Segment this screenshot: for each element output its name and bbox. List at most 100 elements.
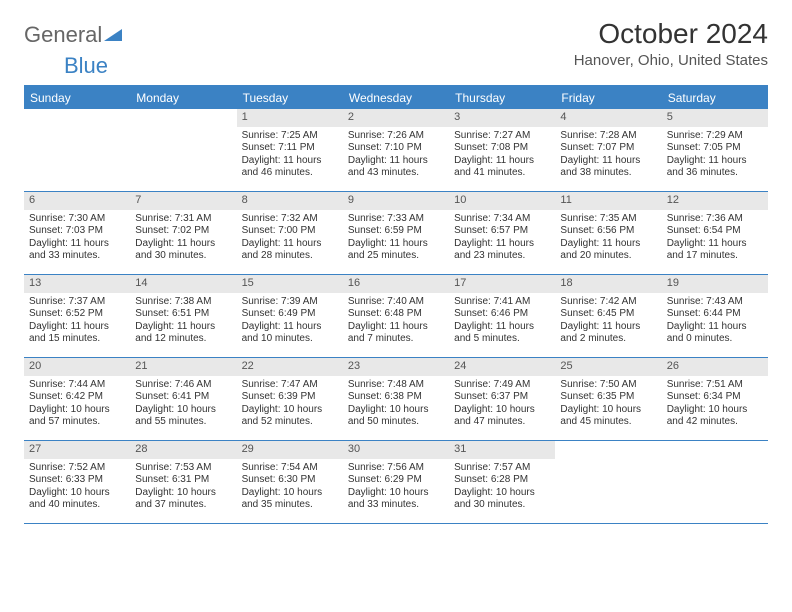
- sunset-text: Sunset: 6:46 PM: [454, 308, 550, 321]
- daylight-text: Daylight: 10 hours: [29, 487, 125, 500]
- daylight-text: and 33 minutes.: [29, 250, 125, 263]
- day-cell: 15Sunrise: 7:39 AMSunset: 6:49 PMDayligh…: [237, 275, 343, 357]
- day-number: 4: [555, 109, 661, 127]
- day-cell: 4Sunrise: 7:28 AMSunset: 7:07 PMDaylight…: [555, 109, 661, 191]
- sunset-text: Sunset: 6:42 PM: [29, 391, 125, 404]
- sunset-text: Sunset: 7:10 PM: [348, 142, 444, 155]
- sunrise-text: Sunrise: 7:30 AM: [29, 213, 125, 226]
- daylight-text: and 25 minutes.: [348, 250, 444, 263]
- daylight-text: Daylight: 11 hours: [560, 155, 656, 168]
- day-cell: 1Sunrise: 7:25 AMSunset: 7:11 PMDaylight…: [237, 109, 343, 191]
- day-number: 21: [130, 358, 236, 376]
- sunrise-text: Sunrise: 7:47 AM: [242, 379, 338, 392]
- week-row: 1Sunrise: 7:25 AMSunset: 7:11 PMDaylight…: [24, 109, 768, 192]
- daylight-text: Daylight: 11 hours: [135, 238, 231, 251]
- day-header: Thursday: [449, 87, 555, 109]
- day-number: 18: [555, 275, 661, 293]
- logo-text-1: General: [24, 22, 102, 48]
- sunrise-text: Sunrise: 7:34 AM: [454, 213, 550, 226]
- daylight-text: Daylight: 11 hours: [667, 238, 763, 251]
- sunset-text: Sunset: 6:41 PM: [135, 391, 231, 404]
- daylight-text: and 10 minutes.: [242, 333, 338, 346]
- daylight-text: Daylight: 11 hours: [29, 321, 125, 334]
- empty-cell: [130, 109, 236, 191]
- daylight-text: Daylight: 11 hours: [348, 321, 444, 334]
- daylight-text: and 23 minutes.: [454, 250, 550, 263]
- daylight-text: Daylight: 11 hours: [667, 155, 763, 168]
- day-cell: 23Sunrise: 7:48 AMSunset: 6:38 PMDayligh…: [343, 358, 449, 440]
- sunset-text: Sunset: 6:48 PM: [348, 308, 444, 321]
- daylight-text: and 5 minutes.: [454, 333, 550, 346]
- sunset-text: Sunset: 7:11 PM: [242, 142, 338, 155]
- daylight-text: and 30 minutes.: [454, 499, 550, 512]
- day-number: 10: [449, 192, 555, 210]
- daylight-text: Daylight: 11 hours: [454, 321, 550, 334]
- daylight-text: and 41 minutes.: [454, 167, 550, 180]
- day-cell: 26Sunrise: 7:51 AMSunset: 6:34 PMDayligh…: [662, 358, 768, 440]
- day-number: 16: [343, 275, 449, 293]
- daylight-text: and 40 minutes.: [29, 499, 125, 512]
- daylight-text: and 57 minutes.: [29, 416, 125, 429]
- daylight-text: Daylight: 11 hours: [242, 155, 338, 168]
- sunset-text: Sunset: 6:39 PM: [242, 391, 338, 404]
- sunrise-text: Sunrise: 7:29 AM: [667, 130, 763, 143]
- sunrise-text: Sunrise: 7:42 AM: [560, 296, 656, 309]
- daylight-text: and 55 minutes.: [135, 416, 231, 429]
- sunrise-text: Sunrise: 7:46 AM: [135, 379, 231, 392]
- day-number: 6: [24, 192, 130, 210]
- day-number: 19: [662, 275, 768, 293]
- day-cell: 30Sunrise: 7:56 AMSunset: 6:29 PMDayligh…: [343, 441, 449, 523]
- daylight-text: and 45 minutes.: [560, 416, 656, 429]
- sunrise-text: Sunrise: 7:54 AM: [242, 462, 338, 475]
- day-number: 17: [449, 275, 555, 293]
- daylight-text: and 37 minutes.: [135, 499, 231, 512]
- sunset-text: Sunset: 6:37 PM: [454, 391, 550, 404]
- sunset-text: Sunset: 6:44 PM: [667, 308, 763, 321]
- sunset-text: Sunset: 6:49 PM: [242, 308, 338, 321]
- daylight-text: Daylight: 10 hours: [667, 404, 763, 417]
- daylight-text: and 28 minutes.: [242, 250, 338, 263]
- daylight-text: Daylight: 11 hours: [29, 238, 125, 251]
- sunset-text: Sunset: 6:35 PM: [560, 391, 656, 404]
- day-cell: 3Sunrise: 7:27 AMSunset: 7:08 PMDaylight…: [449, 109, 555, 191]
- daylight-text: and 50 minutes.: [348, 416, 444, 429]
- sunset-text: Sunset: 7:07 PM: [560, 142, 656, 155]
- sunrise-text: Sunrise: 7:37 AM: [29, 296, 125, 309]
- month-title: October 2024: [574, 18, 768, 50]
- day-cell: 31Sunrise: 7:57 AMSunset: 6:28 PMDayligh…: [449, 441, 555, 523]
- daylight-text: Daylight: 10 hours: [560, 404, 656, 417]
- calendar: SundayMondayTuesdayWednesdayThursdayFrid…: [24, 85, 768, 524]
- sunrise-text: Sunrise: 7:32 AM: [242, 213, 338, 226]
- day-number: 13: [24, 275, 130, 293]
- day-header: Sunday: [24, 87, 130, 109]
- sunset-text: Sunset: 6:57 PM: [454, 225, 550, 238]
- day-cell: 20Sunrise: 7:44 AMSunset: 6:42 PMDayligh…: [24, 358, 130, 440]
- day-number: 12: [662, 192, 768, 210]
- empty-cell: [662, 441, 768, 523]
- day-number: 22: [237, 358, 343, 376]
- sunset-text: Sunset: 6:38 PM: [348, 391, 444, 404]
- week-row: 6Sunrise: 7:30 AMSunset: 7:03 PMDaylight…: [24, 192, 768, 275]
- sunset-text: Sunset: 7:00 PM: [242, 225, 338, 238]
- daylight-text: Daylight: 11 hours: [454, 155, 550, 168]
- day-number: 15: [237, 275, 343, 293]
- day-header: Tuesday: [237, 87, 343, 109]
- daylight-text: Daylight: 10 hours: [135, 404, 231, 417]
- daylight-text: Daylight: 10 hours: [348, 404, 444, 417]
- sunrise-text: Sunrise: 7:49 AM: [454, 379, 550, 392]
- day-cell: 27Sunrise: 7:52 AMSunset: 6:33 PMDayligh…: [24, 441, 130, 523]
- day-number: 27: [24, 441, 130, 459]
- day-cell: 28Sunrise: 7:53 AMSunset: 6:31 PMDayligh…: [130, 441, 236, 523]
- daylight-text: Daylight: 10 hours: [242, 404, 338, 417]
- sunrise-text: Sunrise: 7:38 AM: [135, 296, 231, 309]
- sunrise-text: Sunrise: 7:52 AM: [29, 462, 125, 475]
- sunrise-text: Sunrise: 7:35 AM: [560, 213, 656, 226]
- day-header: Wednesday: [343, 87, 449, 109]
- daylight-text: and 15 minutes.: [29, 333, 125, 346]
- week-row: 27Sunrise: 7:52 AMSunset: 6:33 PMDayligh…: [24, 441, 768, 524]
- day-cell: 10Sunrise: 7:34 AMSunset: 6:57 PMDayligh…: [449, 192, 555, 274]
- sunset-text: Sunset: 6:30 PM: [242, 474, 338, 487]
- day-number: 14: [130, 275, 236, 293]
- empty-cell: [24, 109, 130, 191]
- daylight-text: and 43 minutes.: [348, 167, 444, 180]
